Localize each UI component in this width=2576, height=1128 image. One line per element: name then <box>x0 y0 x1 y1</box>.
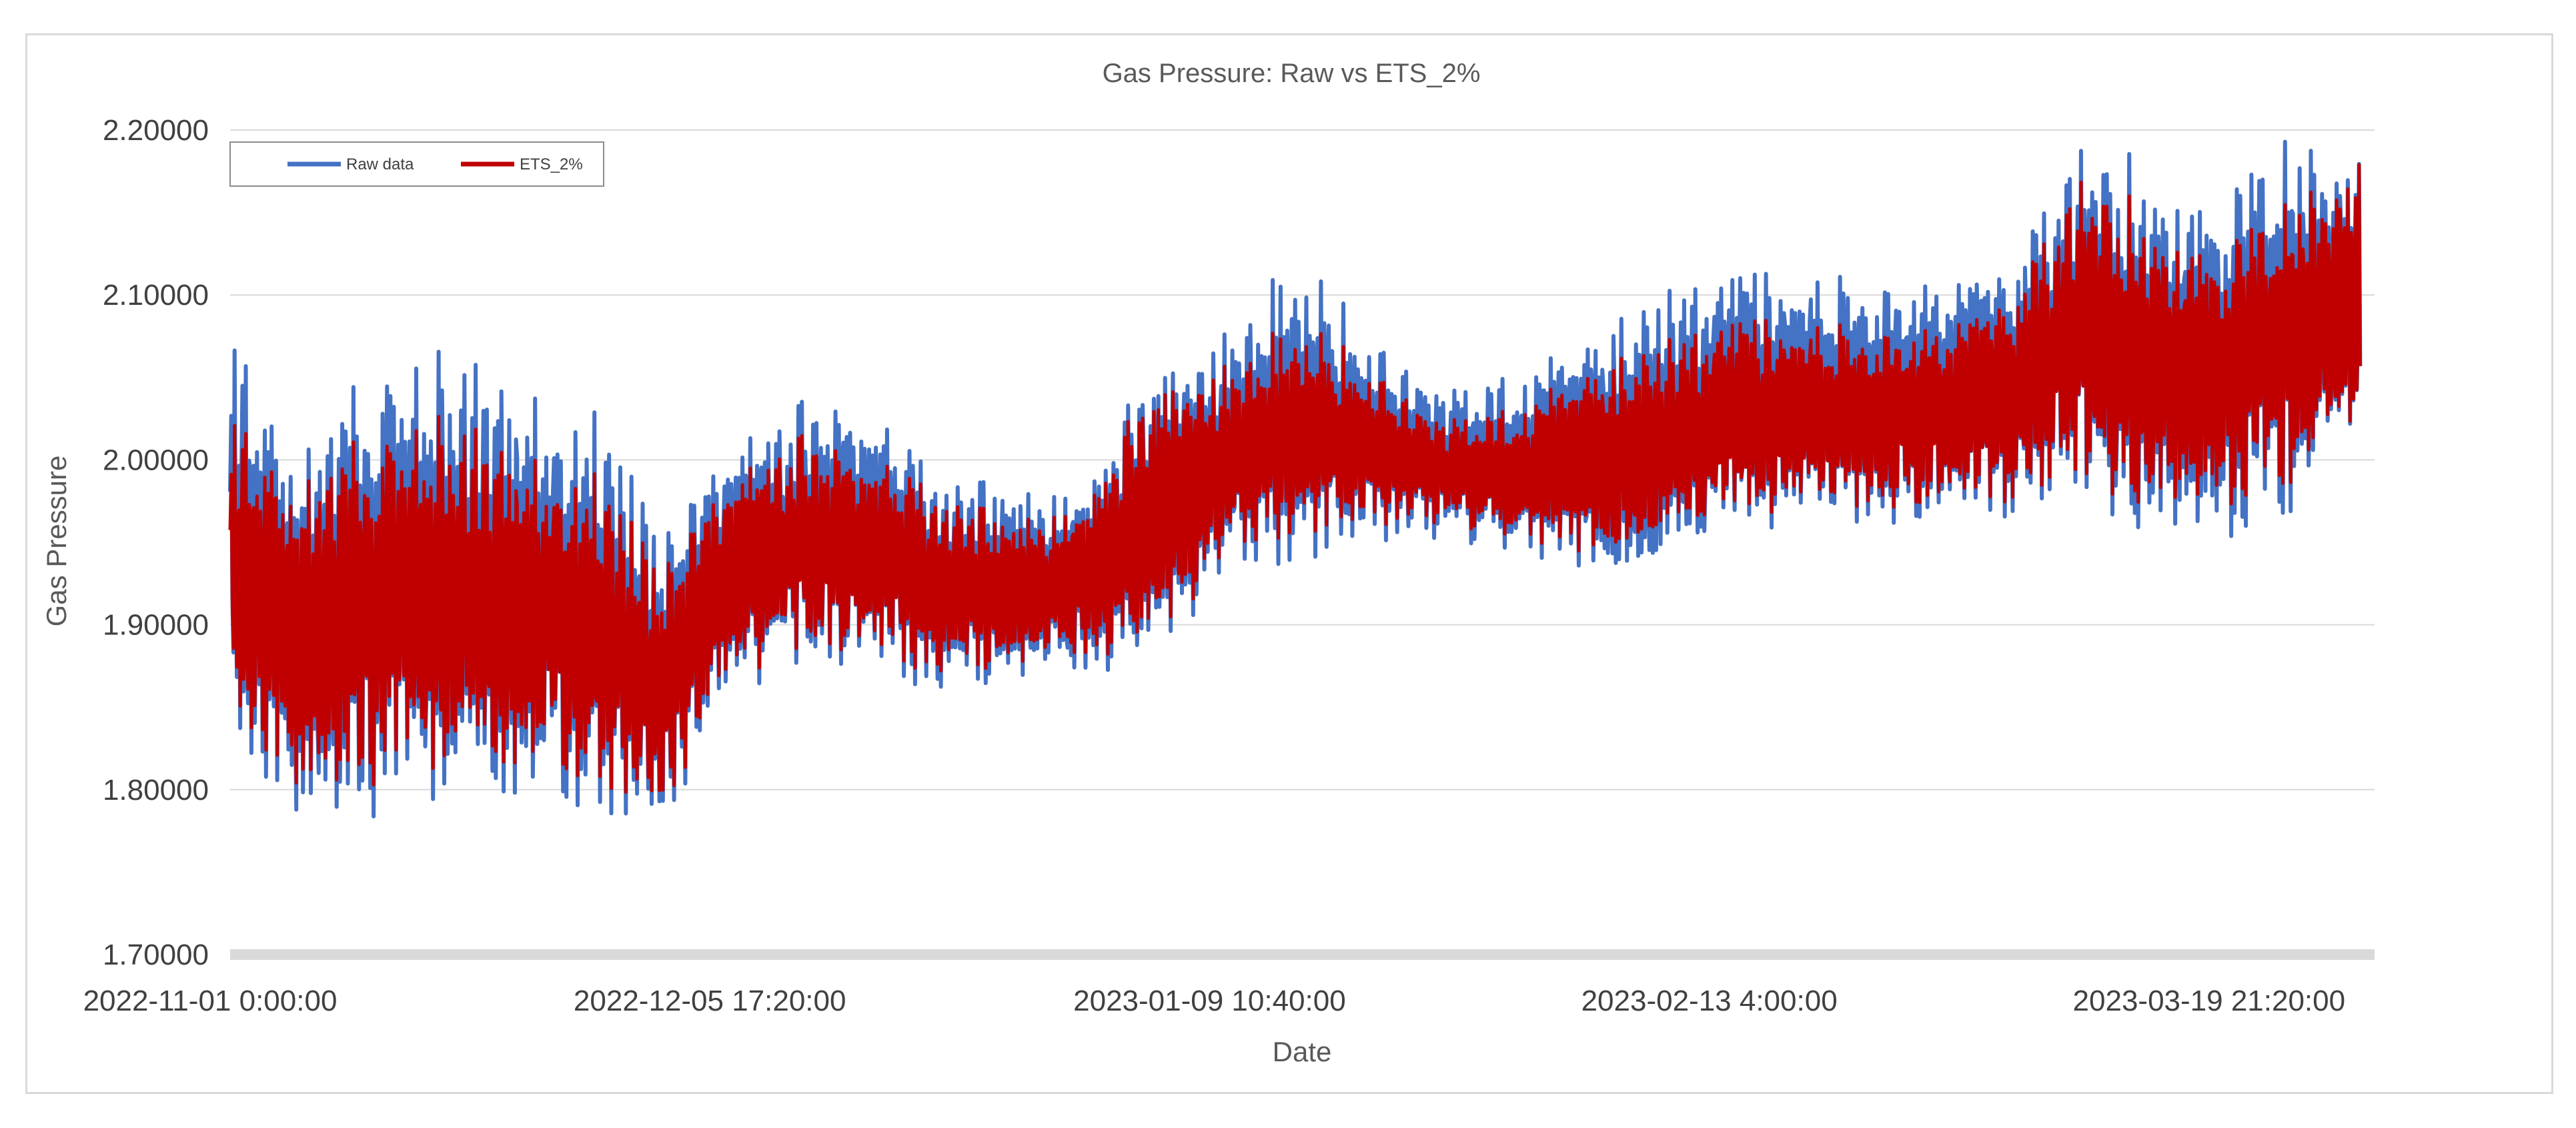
y-tick-label: 1.70000 <box>103 939 209 971</box>
legend-label-ets: ETS_2% <box>520 155 583 173</box>
line-chart: Gas Pressure: Raw vs ETS_2% 1.70000 1.800… <box>41 59 2375 1067</box>
chart-title: Gas Pressure: Raw vs ETS_2% <box>1103 59 1481 88</box>
x-axis-bar <box>230 949 2375 960</box>
legend-label-raw-data: Raw data <box>346 155 414 173</box>
series-line-ets <box>228 163 2362 794</box>
x-axis-label: Date <box>1273 1036 1332 1067</box>
y-tick-label: 1.90000 <box>103 609 209 642</box>
x-axis-ticks: 2022-11-01 0:00:00 2022-12-05 17:20:00 202… <box>83 985 2346 1017</box>
x-tick-label: 2022-11-01 0:00:00 <box>83 985 338 1017</box>
series-layer <box>228 139 2363 818</box>
chart-frame: Gas Pressure: Raw vs ETS_2% 1.70000 1.800… <box>25 33 2553 1094</box>
x-tick-label: 2022-12-05 17:20:00 <box>574 985 846 1017</box>
y-axis-label: Gas Pressure <box>41 456 72 627</box>
x-tick-label: 2023-01-09 10:40:00 <box>1073 985 1346 1017</box>
y-tick-label: 2.00000 <box>103 444 209 476</box>
y-axis-ticks: 1.70000 1.80000 1.90000 2.00000 2.10000 2.200… <box>103 114 209 971</box>
x-tick-label: 2023-02-13 4:00:00 <box>1581 985 1838 1017</box>
y-tick-label: 2.10000 <box>103 279 209 312</box>
legend-box <box>229 141 604 187</box>
y-tick-label: 1.80000 <box>103 774 209 806</box>
x-tick-label: 2023-03-19 21:20:00 <box>2073 985 2346 1017</box>
legend: Raw data ETS_2% <box>229 141 604 187</box>
y-tick-label: 2.20000 <box>103 114 209 147</box>
